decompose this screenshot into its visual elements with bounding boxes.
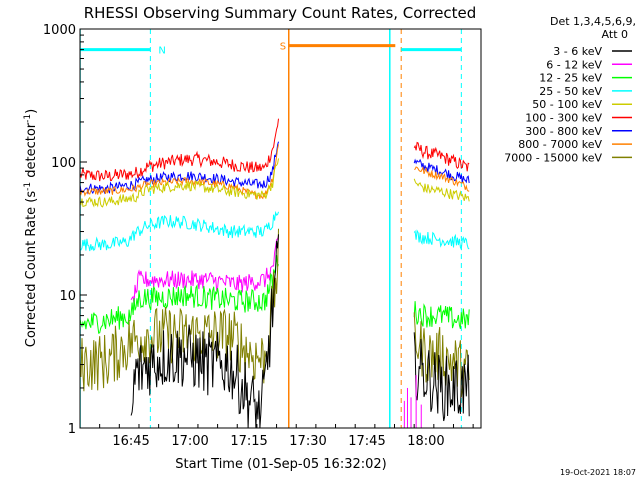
legend-entry-label: 50 - 100 keV — [532, 98, 602, 111]
legend-entry: 100 - 300 keV — [525, 112, 632, 125]
series-100-300kev — [80, 118, 470, 182]
x-axis-ticks: 16:45 17:00 17:15 17:30 17:45 18:00 — [79, 424, 474, 449]
y-tick-label: 1000 — [43, 23, 76, 38]
generated-timestamp: 19-Oct-2021 18:07 — [560, 468, 636, 477]
legend-entry: 7000 - 15000 keV — [504, 151, 632, 164]
legend-entry-label: 7000 - 15000 keV — [504, 151, 602, 164]
x-tick-label: 16:45 — [112, 434, 149, 449]
series-12-25kev — [80, 255, 470, 334]
legend-entry: 25 - 50 keV — [539, 85, 632, 98]
legend-entry-label: 3 - 6 keV — [553, 45, 602, 58]
y-axis-label: Corrected Count Rate (s-1 detector-1) — [23, 109, 39, 347]
x-axis-label: Start Time (01-Sep-05 16:32:02) — [175, 457, 386, 472]
legend-entry: 3 - 6 keV — [553, 45, 632, 58]
plot-frame — [79, 28, 482, 429]
legend-entry-label: 300 - 800 keV — [525, 125, 602, 138]
series-line — [80, 228, 279, 392]
x-tick-label: 17:45 — [348, 434, 385, 449]
x-tick-label: 18:00 — [407, 434, 444, 449]
series-line — [414, 166, 470, 192]
flag-label-s: S — [280, 42, 286, 53]
legend-entry: 300 - 800 keV — [525, 125, 632, 138]
x-tick-label: 17:00 — [171, 434, 208, 449]
x-tick-label: 17:15 — [230, 434, 267, 449]
series-line — [80, 255, 279, 334]
legend-entry-label: 25 - 50 keV — [539, 85, 602, 98]
series-6-12kev — [130, 235, 279, 306]
legend-header-attenuator: Att 0 — [602, 28, 628, 41]
chart-title: RHESSI Observing Summary Count Rates, Co… — [84, 4, 477, 22]
series-line — [80, 118, 279, 182]
legend-entry-label: 800 - 7000 keV — [518, 138, 602, 151]
flag-label-n: N — [158, 46, 165, 57]
y-tick-label: 100 — [51, 156, 76, 171]
series-line — [413, 332, 470, 422]
series-25-50kev — [80, 210, 470, 252]
series-line — [80, 144, 279, 200]
legend-entry: 50 - 100 keV — [532, 98, 632, 111]
legend-entry-label: 12 - 25 keV — [539, 72, 602, 85]
series-line — [130, 235, 279, 306]
y-tick-label: 1 — [68, 422, 76, 437]
series-line — [413, 141, 470, 172]
series-line — [80, 158, 279, 208]
y-tick-label: 10 — [59, 289, 76, 304]
series-3-6kev — [130, 234, 470, 428]
series-line — [413, 301, 470, 330]
series-line — [413, 229, 470, 251]
legend-entry: 6 - 12 keV — [546, 58, 632, 71]
legend-entry: 12 - 25 keV — [539, 72, 632, 85]
series-line — [80, 210, 279, 252]
y-axis-ticks: 1 10 100 1000 — [43, 23, 87, 437]
x-tick-label: 17:30 — [289, 434, 326, 449]
series-line — [413, 178, 470, 202]
legend-entry-label: 100 - 300 keV — [525, 112, 602, 125]
legend-entry: 800 - 7000 keV — [518, 138, 632, 151]
legend-header-detectors: Det 1,3,4,5,6,9, — [550, 15, 636, 28]
series-line — [130, 234, 279, 428]
series-800-7000kev — [80, 144, 470, 200]
series-50-100kev — [80, 158, 470, 208]
legend-entry-label: 6 - 12 keV — [546, 58, 602, 71]
